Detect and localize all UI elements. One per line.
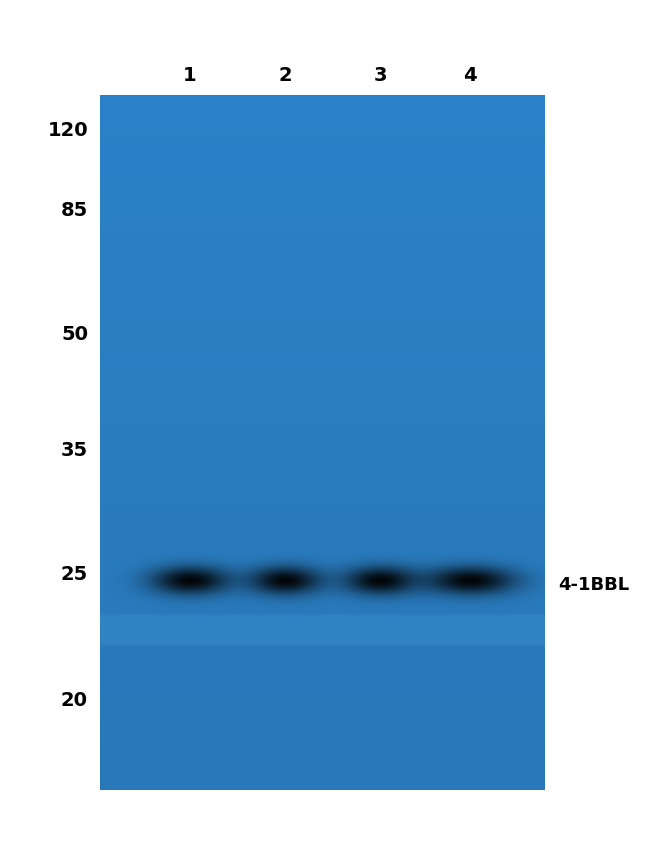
Text: 4-1BBL: 4-1BBL — [558, 576, 629, 594]
Text: 20: 20 — [61, 690, 88, 710]
Text: 25: 25 — [60, 565, 88, 584]
Text: 3: 3 — [373, 65, 387, 85]
Text: 1: 1 — [183, 65, 197, 85]
Text: 2: 2 — [278, 65, 292, 85]
Text: 35: 35 — [61, 441, 88, 459]
Text: 85: 85 — [60, 200, 88, 220]
Text: 4: 4 — [463, 65, 477, 85]
Text: 50: 50 — [61, 325, 88, 345]
Text: 120: 120 — [47, 121, 88, 139]
